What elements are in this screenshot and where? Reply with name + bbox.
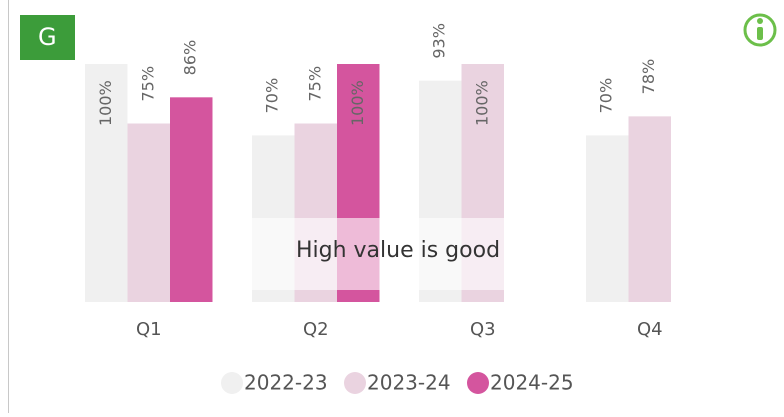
value-label: 70% [263,78,282,114]
bar [628,116,671,302]
value-label: 86% [181,40,200,76]
value-label: 78% [639,59,658,95]
value-label: 70% [597,78,616,114]
bar [85,64,128,302]
x-tick-label: Q1 [136,319,162,340]
annotation-box [252,218,545,290]
info-bar[interactable] [757,27,763,40]
legend-label: 2022-23 [244,371,328,395]
legend-swatch [344,372,366,394]
value-label: 100% [472,80,491,126]
bar [586,135,629,302]
legend-label: 2024-25 [490,371,574,395]
value-label: 93% [430,23,449,59]
value-label: 100% [348,80,367,126]
badge [20,15,75,60]
x-tick-label: Q2 [303,319,329,340]
legend-label: 2023-24 [367,371,451,395]
bar [127,123,170,302]
bar [170,97,213,302]
x-tick-label: Q3 [470,319,496,340]
info-icon[interactable] [743,13,777,47]
badge-text: G [38,23,57,51]
value-label: 75% [305,66,324,102]
x-tick-label: Q4 [637,319,663,340]
info-dot[interactable] [757,18,763,24]
value-label: 100% [96,80,115,126]
legend-swatch [221,372,243,394]
legend-swatch [467,372,489,394]
annotation: High value is good [296,238,500,263]
value-label: 75% [138,66,157,102]
